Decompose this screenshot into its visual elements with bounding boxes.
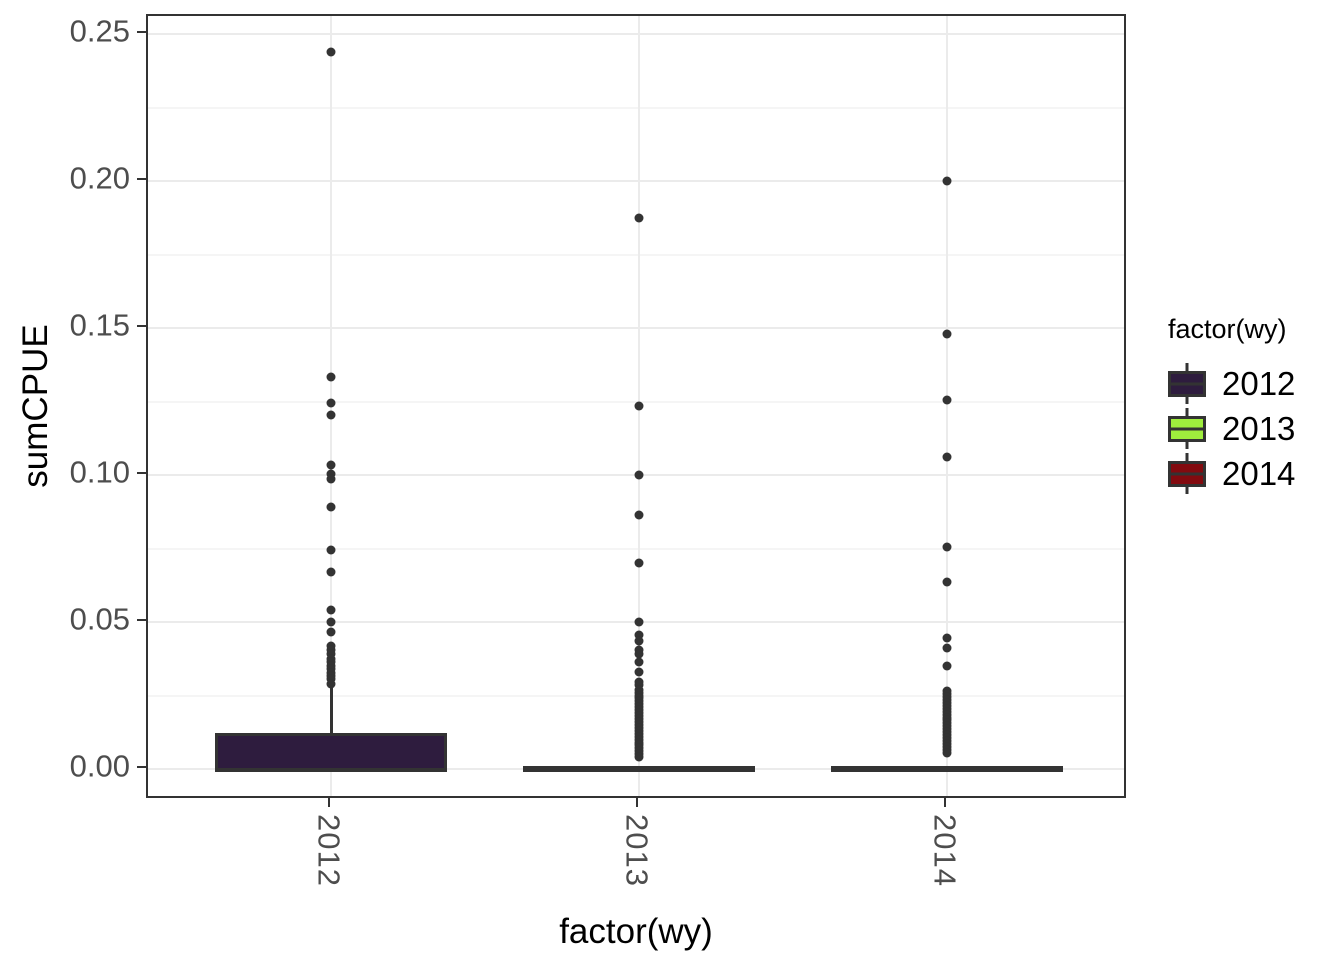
outlier-point (942, 452, 952, 462)
legend-item-2014: 2014 (1164, 451, 1295, 496)
y-tick-mark (137, 471, 146, 475)
legend-item-2013: 2013 (1164, 406, 1295, 451)
outlier-point (942, 395, 952, 405)
outlier-point (326, 617, 336, 627)
outlier-point (942, 643, 952, 653)
x-tick-label: 2013 (619, 814, 655, 887)
gridline-major (148, 180, 1124, 182)
gridline-major-vertical (946, 16, 948, 796)
y-tick-mark (137, 30, 146, 34)
outlier-point (326, 545, 336, 555)
outlier-point (634, 213, 644, 223)
outlier-point (942, 748, 952, 758)
boxplot-key-icon (1164, 451, 1210, 496)
outlier-point (634, 649, 644, 659)
outlier-point (634, 657, 644, 667)
legend-title: factor(wy) (1168, 314, 1287, 344)
y-tick-mark (137, 324, 146, 328)
outlier-point (326, 627, 336, 637)
y-tick-label: 0.10 (69, 454, 130, 490)
box-2014 (831, 766, 1063, 772)
outlier-point (326, 679, 336, 689)
outlier-point (326, 502, 336, 512)
outlier-point (326, 605, 336, 615)
outlier-point (942, 577, 952, 587)
y-tick-mark (137, 765, 146, 769)
legend-item-2012: 2012 (1164, 361, 1295, 406)
outlier-point (634, 667, 644, 677)
outlier-point (634, 617, 644, 627)
x-axis-title: factor(wy) (559, 912, 713, 951)
y-tick-mark (137, 177, 146, 181)
outlier-point (942, 542, 952, 552)
boxplot-mark-layer (148, 16, 1124, 796)
outlier-point (942, 661, 952, 671)
x-tick-mark (943, 798, 947, 807)
y-axis-title: sumCPUE (16, 324, 55, 488)
box-2012 (215, 732, 447, 772)
outlier-point (942, 176, 952, 186)
outlier-point (326, 372, 336, 381)
gridline-minor (148, 548, 1124, 550)
outlier-point (326, 47, 336, 57)
y-tick-label: 0.15 (69, 307, 130, 343)
outlier-point (326, 474, 336, 484)
legend-label: 2012 (1222, 365, 1296, 402)
outlier-point (634, 636, 644, 646)
gridline-major (148, 33, 1124, 35)
box-2013 (523, 766, 755, 772)
outlier-point (326, 469, 336, 479)
y-tick-label: 0.00 (69, 748, 130, 784)
x-tick-mark (635, 798, 639, 807)
gridline-minor (148, 254, 1124, 256)
outlier-point (634, 558, 644, 568)
outlier-point (634, 752, 644, 762)
gridline-major (148, 327, 1124, 329)
y-tick-label: 0.05 (69, 601, 130, 637)
outlier-point (326, 567, 336, 577)
legend: factor(wy) 2012 2013 2014 (1164, 314, 1295, 496)
outlier-point (326, 410, 336, 420)
outlier-point (326, 398, 336, 408)
legend-label: 2013 (1222, 410, 1296, 447)
median-2012 (215, 768, 447, 772)
outlier-point (634, 401, 644, 411)
y-tick-mark (137, 618, 146, 622)
outlier-point (326, 460, 336, 470)
y-tick-label: 0.20 (69, 160, 130, 196)
plot-panel (146, 14, 1126, 798)
outlier-point (634, 470, 644, 480)
outlier-point (634, 630, 644, 640)
x-tick-label: 2012 (311, 814, 347, 887)
boxplot-key-icon (1164, 361, 1210, 406)
x-tick-mark (327, 798, 331, 807)
y-tick-label: 0.25 (69, 13, 130, 49)
outlier-point (634, 510, 644, 520)
gridline-minor (148, 107, 1124, 109)
boxplot-key-icon (1164, 406, 1210, 451)
x-tick-label: 2014 (927, 814, 963, 887)
upper-whisker-2012 (329, 686, 333, 734)
outlier-point (942, 329, 952, 339)
outlier-point (942, 633, 952, 643)
legend-label: 2014 (1222, 455, 1296, 492)
